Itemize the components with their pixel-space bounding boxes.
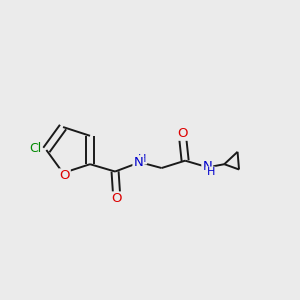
Text: N: N	[134, 156, 143, 169]
Text: H: H	[138, 154, 146, 164]
Text: O: O	[111, 192, 122, 206]
Text: H: H	[207, 167, 215, 177]
Text: O: O	[178, 127, 188, 140]
Text: O: O	[59, 169, 70, 182]
Text: N: N	[202, 160, 212, 173]
Text: Cl: Cl	[29, 142, 41, 155]
